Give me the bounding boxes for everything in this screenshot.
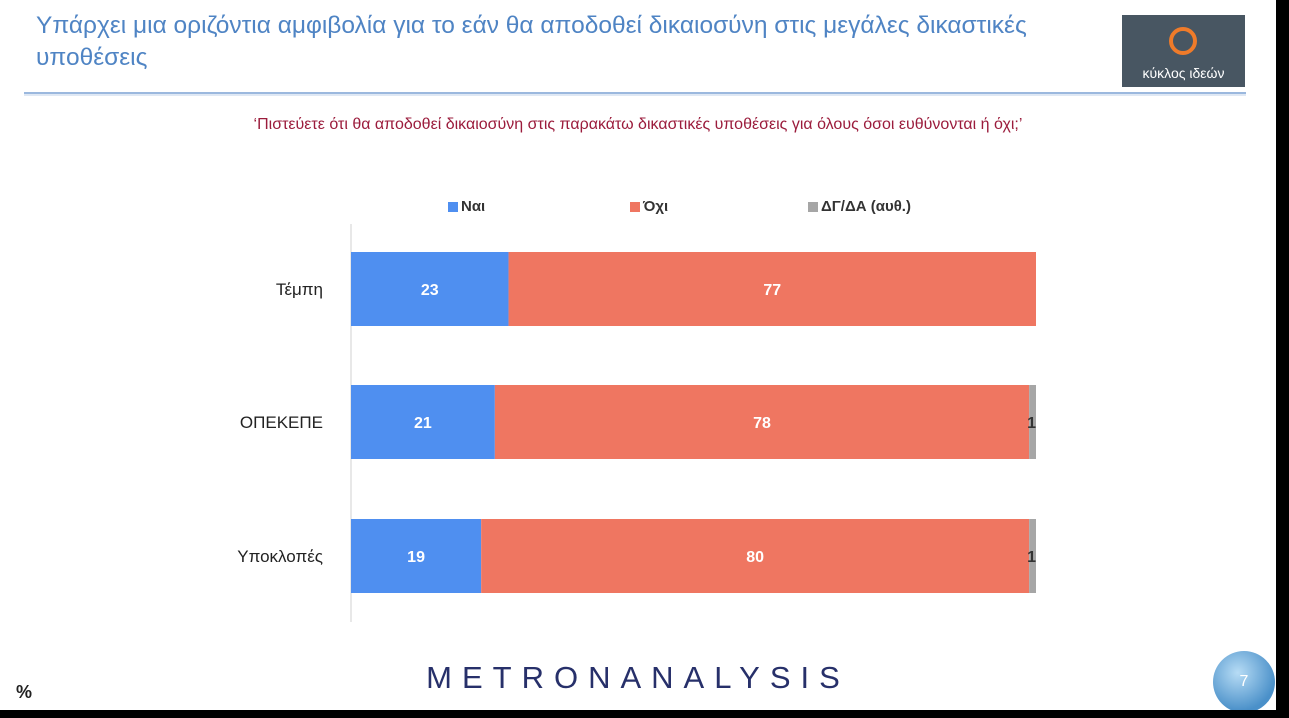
bar-segment [351,252,509,326]
slide-title: Υπάρχει μια οριζόντια αμφιβολία για το ε… [36,12,1027,71]
category-label: Τέμπη [276,280,323,299]
percent-unit-label: % [16,682,33,702]
legend-label-nai: Ναι [461,198,486,215]
data-label: 19 [407,549,425,566]
survey-question: ‘Πιστεύετε ότι θα αποδοθεί δικαιοσύνη στ… [253,116,1023,133]
legend-swatch-ochi [630,202,640,212]
bar-segment [494,385,1030,459]
data-label: 80 [746,549,764,566]
data-label: 23 [421,282,439,299]
page-number-badge: 7 [1213,651,1275,710]
bar-segment [1029,519,1036,593]
data-label: 78 [753,415,771,432]
bar-segment [508,252,1036,326]
legend-swatch-dk-na [808,202,818,212]
logo-ring-icon [1169,27,1197,55]
data-label: 77 [763,282,781,299]
legend-label-dk-na: ΔΓ/ΔΑ (αυθ.) [821,198,911,215]
kyklos-ideon-logo: κύκλος ιδεών [1122,15,1245,87]
data-label: 1 [1027,415,1036,432]
bar-segment [481,519,1030,593]
category-label: ΟΠΕΚΕΠΕ [240,413,323,432]
legend-swatch-nai [448,202,458,212]
stacked-bar-chart: Τέμπη 23 77 ΟΠΕΚΕΠΕ 21 78 1 Υποκλοπές 19 80 1 [237,224,1036,622]
chart-legend: Ναι Όχι ΔΓ/ΔΑ (αυθ.) [0,198,1276,218]
bar-segment [351,385,495,459]
legend-label-ochi: Όχι [643,198,669,215]
slide: Υπάρχει μια οριζόντια αμφιβολία για το ε… [0,0,1276,710]
category-label: Υποκλοπές [237,547,323,566]
title-divider-shadow [24,94,1246,96]
page-number: 7 [1239,673,1249,690]
data-label: 21 [414,415,432,432]
bar-segment [1029,385,1036,459]
logo-text: κύκλος ιδεών [1142,65,1225,81]
data-label: 1 [1027,549,1036,566]
metron-analysis-brand: METRONANALYSIS [426,660,850,695]
window-edge [1276,0,1289,710]
title-divider [24,92,1246,94]
bar-segment [351,519,482,593]
